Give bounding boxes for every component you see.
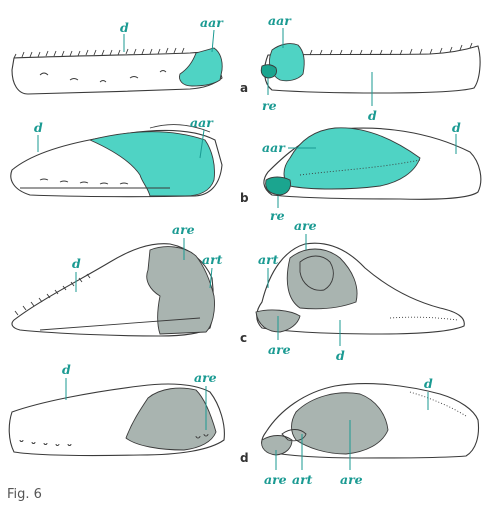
row-b-right-label-d: d	[452, 120, 461, 135]
row-c-left-label-d: d	[72, 256, 81, 271]
row-b-right-retroarticular	[265, 176, 291, 196]
row-b-right-mandible	[263, 127, 482, 200]
row-b-left-mandible	[10, 124, 223, 198]
row-a-right-label-re: re	[262, 98, 277, 113]
row-d-left-label-d: d	[62, 362, 71, 377]
row-b-left-label-aar: aar	[190, 115, 214, 130]
figure-caption: Fig. 6	[7, 487, 42, 502]
row-d-right-angular-bone	[291, 392, 389, 455]
row-d-letter: d	[240, 451, 249, 465]
row-d-right-mandible	[261, 383, 480, 459]
row-c-right-angular-bone	[286, 248, 358, 310]
row-c-right-label-d: d	[336, 348, 345, 363]
row-d-right-label-d: d	[424, 376, 433, 391]
row-c-left-mandible	[11, 243, 215, 337]
row-c-left-angular-bone	[146, 246, 215, 335]
row-a-left-mandible	[11, 47, 223, 95]
row-b-letter: b	[240, 191, 249, 205]
row-d-left-angular-bone	[125, 387, 217, 451]
row-d-right-label-are-right: are	[340, 472, 363, 487]
row-c-left-label-are: are	[172, 222, 195, 237]
row-b-left-articular-bone	[88, 131, 215, 197]
row-a-left-label-aar: aar	[200, 15, 224, 30]
row-d-right-angular-lower	[261, 435, 293, 456]
row-a-right-retroarticular	[260, 64, 277, 79]
row-d-left-label-are: are	[194, 370, 217, 385]
row-d-left-mandible	[8, 383, 225, 457]
row-a-right-label-d: d	[368, 108, 377, 123]
row-b-right-label-re: re	[270, 208, 285, 223]
row-a-left-articular-bone	[179, 47, 223, 87]
row-a-letter: a	[240, 81, 248, 95]
row-c-right-label-art: art	[258, 252, 279, 267]
row-a-right-label-aar: aar	[268, 13, 292, 28]
row-b-left-label-d: d	[34, 120, 43, 135]
row-b-right-label-aar: aar	[262, 140, 286, 155]
row-d-right-label-are-left: are	[264, 472, 287, 487]
row-c-right-label-are-bottom: are	[268, 342, 291, 357]
row-a-right-mandible	[260, 42, 481, 94]
row-a-left-label-d: d	[120, 20, 129, 35]
row-c-right-label-are-top: are	[294, 218, 317, 233]
row-c-left-label-art: art	[202, 252, 223, 267]
row-d-right-label-art: art	[292, 472, 313, 487]
row-c-right-mandible	[255, 242, 465, 335]
row-c-letter: c	[240, 331, 247, 345]
